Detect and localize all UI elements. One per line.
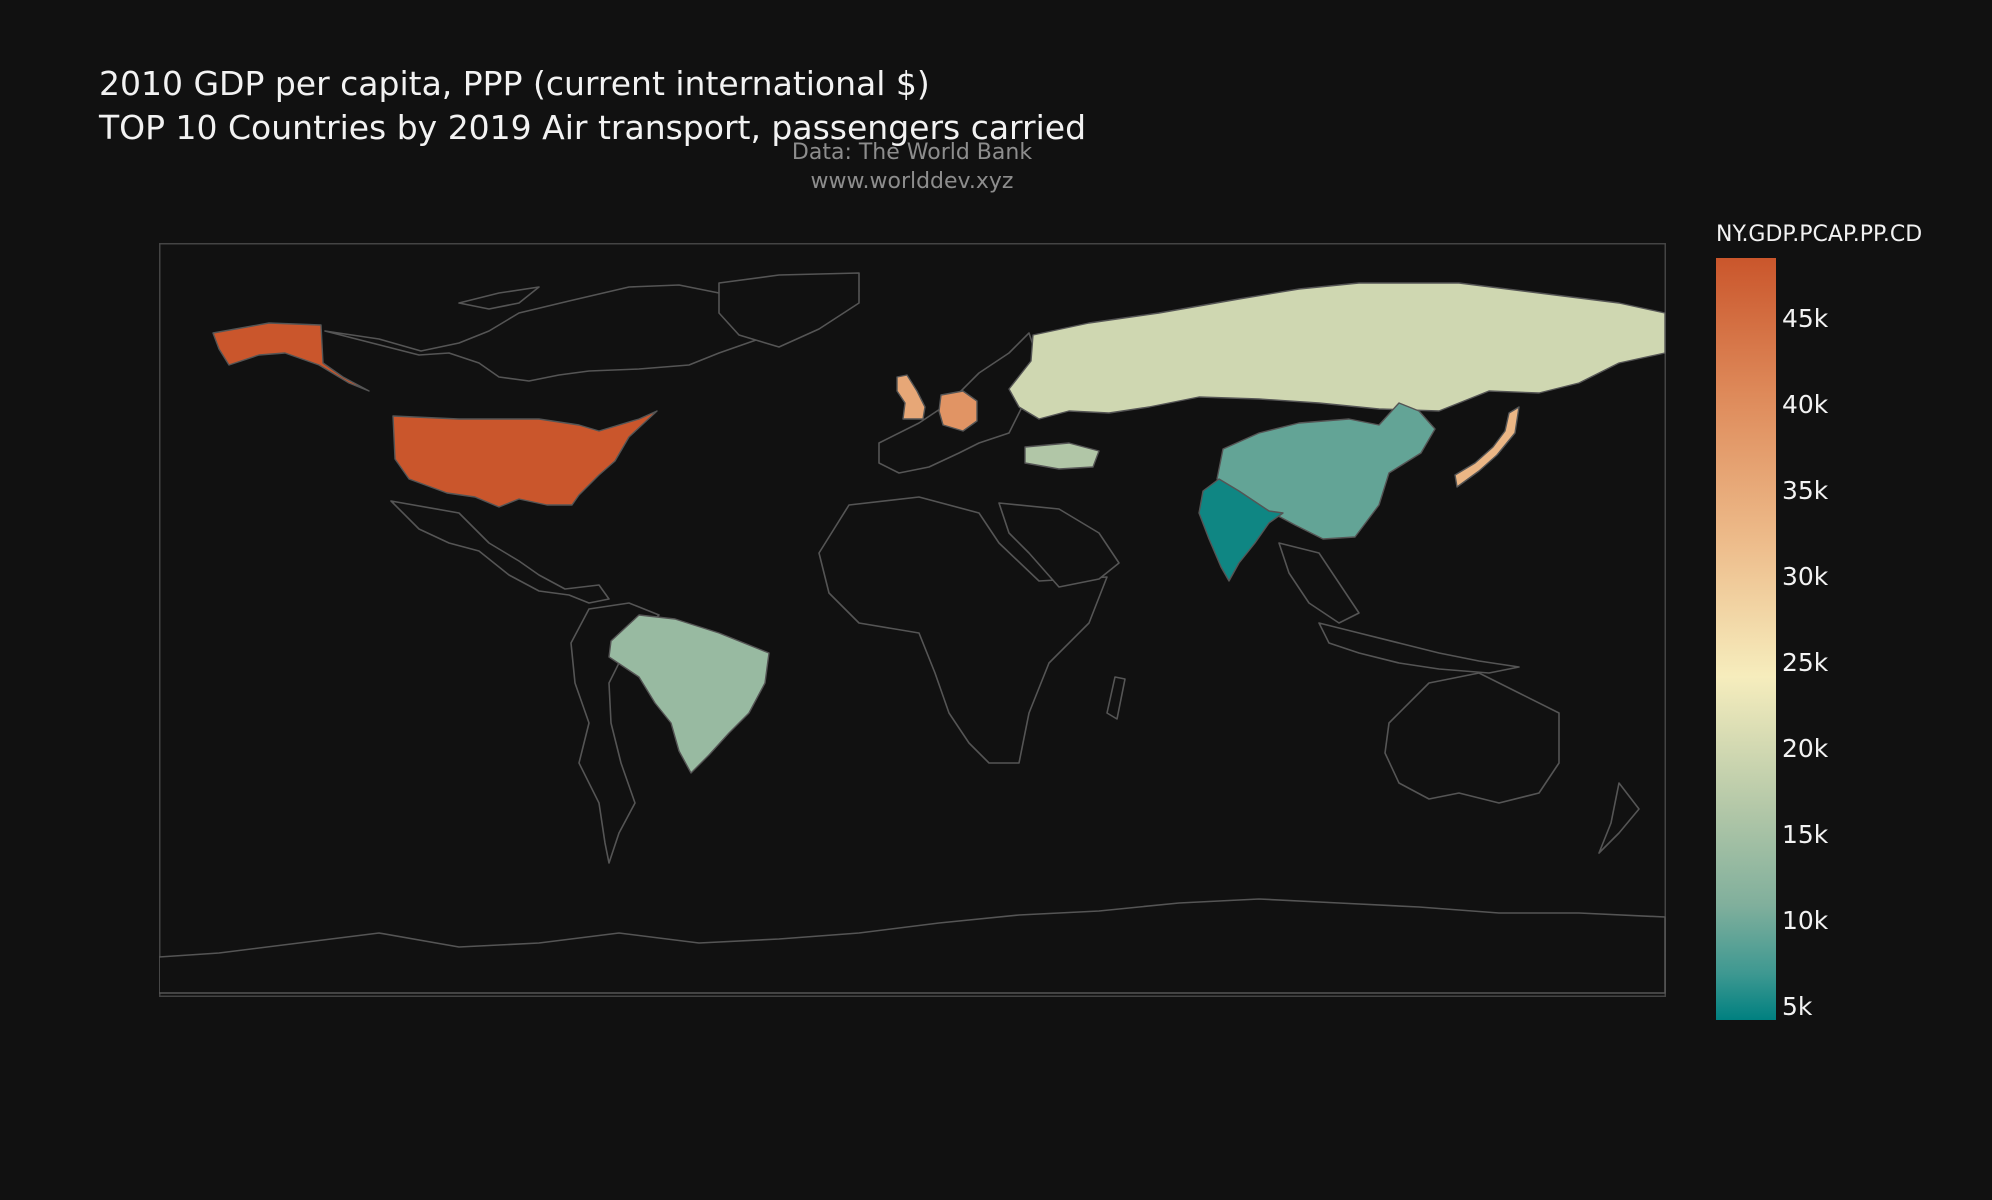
country-india: [1198, 478, 1284, 582]
colorbar-tick: 40k: [1782, 390, 1829, 419]
arctic-islands-outline: [458, 286, 540, 310]
mexico-outline: [390, 500, 610, 604]
new-zealand-outline: [1598, 782, 1640, 854]
australia-outline: [1384, 672, 1560, 804]
colorbar-tick: 30k: [1782, 562, 1829, 591]
colorbar-tick: 15k: [1782, 820, 1829, 849]
country-brazil: [608, 614, 770, 774]
greenland-outline: [718, 272, 860, 348]
colorbar-tick: 25k: [1782, 648, 1829, 677]
colorbar-tick: 5k: [1782, 992, 1813, 1021]
country-germany: [938, 390, 978, 432]
country-united-kingdom: [896, 374, 926, 420]
indonesia-outline: [1318, 622, 1520, 674]
colorbar-title: NY.GDP.PCAP.PP.CD: [1716, 222, 1923, 247]
antarctica-outline: [159, 898, 1666, 994]
se-asia-outline: [1278, 542, 1360, 624]
country-usa: [392, 410, 658, 508]
arabia-outline: [998, 502, 1120, 588]
chart-title-line-2: TOP 10 Countries by 2019 Air transport, …: [99, 108, 1087, 147]
land-outlines: [159, 272, 1666, 994]
source-url-annotation: www.worlddev.xyz: [810, 169, 1014, 194]
highlighted-countries: [212, 282, 1666, 774]
colorbar-tick: 45k: [1782, 304, 1829, 333]
colorbar-tick: 20k: [1782, 734, 1829, 763]
colorbar-tick: 10k: [1782, 906, 1829, 935]
country-japan: [1454, 406, 1520, 488]
country-russia: [1008, 282, 1666, 420]
colorbar-gradient: [1716, 258, 1776, 1020]
colorbar-tick: 35k: [1782, 476, 1829, 505]
chart-title-line-1: 2010 GDP per capita, PPP (current intern…: [99, 64, 930, 103]
source-annotation: Data: The World Bank: [791, 140, 1033, 165]
world-map[interactable]: [159, 243, 1666, 997]
country-usa-alaska: [212, 322, 370, 392]
madagascar-outline: [1106, 676, 1126, 720]
africa-outline: [818, 496, 1108, 764]
country-turkey: [1024, 442, 1100, 470]
